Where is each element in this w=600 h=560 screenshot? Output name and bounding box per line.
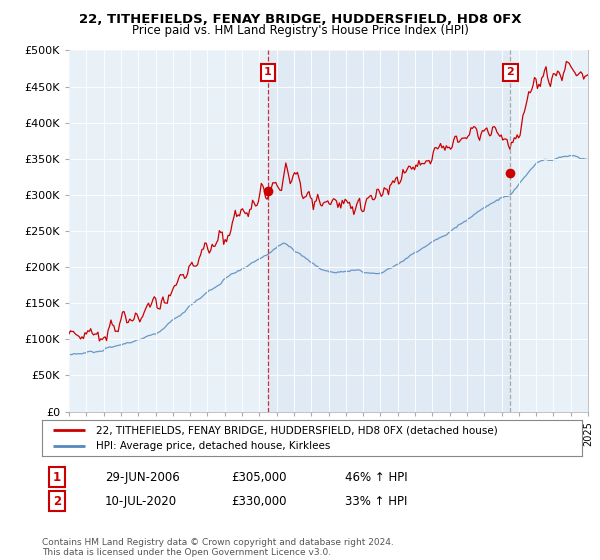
- Text: 46% ↑ HPI: 46% ↑ HPI: [345, 470, 407, 484]
- Text: HPI: Average price, detached house, Kirklees: HPI: Average price, detached house, Kirk…: [96, 441, 331, 451]
- Text: £330,000: £330,000: [231, 494, 287, 508]
- Text: 22, TITHEFIELDS, FENAY BRIDGE, HUDDERSFIELD, HD8 0FX (detached house): 22, TITHEFIELDS, FENAY BRIDGE, HUDDERSFI…: [96, 425, 498, 435]
- Text: £305,000: £305,000: [231, 470, 287, 484]
- Text: 22, TITHEFIELDS, FENAY BRIDGE, HUDDERSFIELD, HD8 0FX: 22, TITHEFIELDS, FENAY BRIDGE, HUDDERSFI…: [79, 13, 521, 26]
- Text: Contains HM Land Registry data © Crown copyright and database right 2024.
This d: Contains HM Land Registry data © Crown c…: [42, 538, 394, 557]
- Text: 2: 2: [53, 494, 61, 508]
- Text: 29-JUN-2006: 29-JUN-2006: [105, 470, 180, 484]
- Text: 33% ↑ HPI: 33% ↑ HPI: [345, 494, 407, 508]
- Text: 1: 1: [264, 67, 272, 77]
- Text: 10-JUL-2020: 10-JUL-2020: [105, 494, 177, 508]
- Text: Price paid vs. HM Land Registry's House Price Index (HPI): Price paid vs. HM Land Registry's House …: [131, 24, 469, 37]
- Text: 1: 1: [53, 470, 61, 484]
- Bar: [268, 50, 510, 412]
- Text: 2: 2: [506, 67, 514, 77]
